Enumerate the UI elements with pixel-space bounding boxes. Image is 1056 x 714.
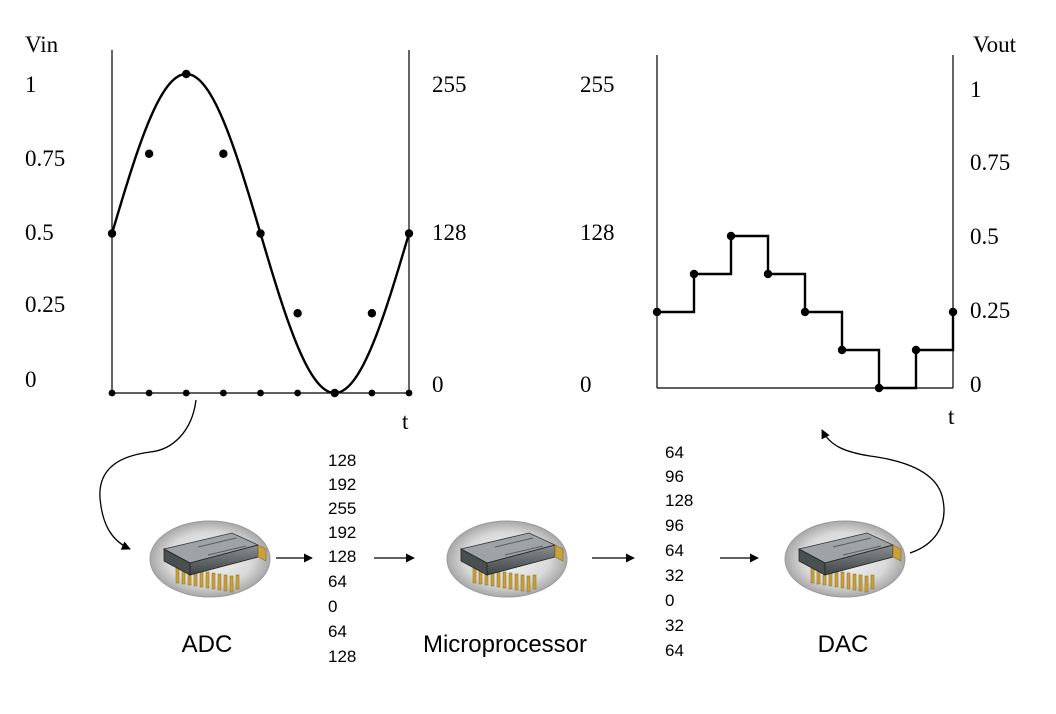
adc-code-list: 128 192 255 192 128 64 0 64 128 <box>328 451 356 666</box>
dac-label: DAC <box>818 631 869 658</box>
adc-chip-icon <box>149 520 271 598</box>
right-chart-code-tick-128: 128 <box>580 220 615 245</box>
left-tick-05: 0.5 <box>25 220 54 245</box>
left-chart-code-tick-255: 255 <box>432 72 467 97</box>
adc-code: 64 <box>328 572 347 591</box>
micro-code: 96 <box>665 516 684 535</box>
sample-time-mark <box>257 389 264 397</box>
left-chart: Vin 1 0.75 0.5 0.25 0 255 128 0 t <box>25 32 467 434</box>
input-sample-point <box>293 309 302 318</box>
micro-code: 64 <box>665 541 684 560</box>
microprocessor-chip-icon <box>446 520 568 598</box>
input-sample-point <box>404 229 414 238</box>
input-sample-point <box>144 149 154 158</box>
right-tick-05: 0.5 <box>970 224 999 249</box>
sample-time-marks <box>108 389 413 397</box>
sample-time-mark <box>145 389 153 397</box>
output-sample-point <box>800 307 810 317</box>
adc-code: 0 <box>328 597 337 616</box>
output-sample-points <box>652 231 958 393</box>
output-sample-point <box>763 269 773 279</box>
sample-time-mark <box>108 389 116 397</box>
dac-chip-icon <box>784 520 906 598</box>
sample-time-mark <box>182 389 190 397</box>
micro-code: 96 <box>665 467 684 486</box>
adc-code: 192 <box>328 523 356 542</box>
right-axis-title: Vout <box>973 32 1017 57</box>
right-tick-075: 0.75 <box>970 150 1010 175</box>
sample-time-mark <box>294 389 302 397</box>
left-chart-time-label: t <box>402 409 409 434</box>
right-tick-1: 1 <box>970 77 982 102</box>
output-sample-point <box>948 307 958 317</box>
adc-code: 255 <box>328 499 356 518</box>
left-tick-0: 0 <box>25 367 37 392</box>
right-chart-code-tick-0: 0 <box>580 372 592 397</box>
micro-code: 32 <box>665 616 684 635</box>
sample-to-adc-arrow <box>99 399 197 550</box>
right-tick-025: 0.25 <box>970 298 1010 323</box>
input-sample-point <box>367 309 377 318</box>
sample-time-mark <box>219 389 227 397</box>
adc-code: 128 <box>328 451 356 470</box>
adc-code: 64 <box>328 622 347 641</box>
input-sample-point <box>107 229 117 238</box>
output-sample-point <box>652 307 662 317</box>
sample-time-mark <box>405 389 413 397</box>
output-sample-point <box>837 345 847 355</box>
input-sample-point <box>182 69 191 79</box>
output-sample-point <box>911 345 921 355</box>
input-sample-points <box>107 69 414 398</box>
left-chart-code-tick-0: 0 <box>432 372 444 397</box>
adc-code: 128 <box>328 547 356 566</box>
sample-time-mark <box>368 389 376 397</box>
output-sample-point <box>689 269 699 279</box>
micro-code: 64 <box>665 641 684 660</box>
input-sample-point <box>219 149 228 158</box>
left-tick-1: 1 <box>25 72 37 97</box>
left-tick-075: 0.75 <box>25 146 65 171</box>
output-sample-point <box>726 231 736 241</box>
input-sample-point <box>256 229 265 238</box>
adc-label: ADC <box>182 631 233 658</box>
right-chart-time-label: t <box>948 404 955 429</box>
micro-code: 128 <box>665 491 693 510</box>
adc-code: 192 <box>328 475 356 494</box>
left-tick-025: 0.25 <box>25 292 65 317</box>
microprocessor-label: Microprocessor <box>423 631 587 658</box>
right-chart: 255 128 0 Vout 1 0.75 0.5 0.25 0 t <box>580 32 1017 429</box>
dac-to-output-arrow <box>821 429 945 554</box>
left-axis-title: Vin <box>25 32 59 57</box>
micro-code: 64 <box>665 443 684 462</box>
adc-code: 128 <box>328 647 356 666</box>
sample-time-mark <box>331 389 339 397</box>
output-sample-point <box>874 383 884 393</box>
right-chart-code-tick-255: 255 <box>580 72 615 97</box>
left-chart-code-tick-128: 128 <box>432 220 467 245</box>
micro-code-list: 64 96 128 96 64 32 0 32 64 <box>665 443 693 660</box>
right-tick-0: 0 <box>970 372 982 397</box>
micro-code: 32 <box>665 566 684 585</box>
micro-code: 0 <box>665 591 674 610</box>
